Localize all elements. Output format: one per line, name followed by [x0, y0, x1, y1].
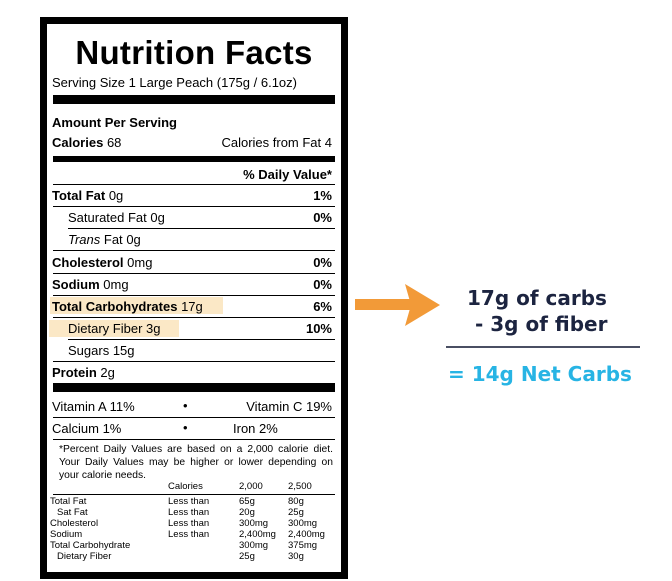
table-row-label: Total Fat	[50, 496, 87, 507]
table-row-qualifier: Less than	[168, 518, 210, 529]
nutrient-name: Total Carbohydrates	[52, 299, 178, 314]
nutrient-row-total-fat: Total Fat 0g	[52, 188, 123, 203]
fiber-highlight	[49, 320, 179, 337]
nutrient-row-saturated-fat: Saturated Fat 0g	[68, 210, 165, 225]
row-divider	[53, 361, 335, 362]
vitamin-c: Vitamin C 19%	[246, 399, 332, 414]
row-divider	[53, 184, 335, 185]
carbs-highlight	[50, 297, 223, 314]
calcium: Calcium 1%	[52, 421, 122, 436]
calculation-divider	[446, 346, 640, 348]
table-row-2000: 300mg	[239, 540, 269, 551]
table-row-label: Sodium	[50, 529, 83, 540]
nutrient-name: Trans	[68, 232, 101, 247]
table-row-qualifier: Less than	[168, 529, 210, 540]
nutrient-name: Saturated Fat	[68, 210, 147, 225]
fiber-line: - 3g of fiber	[475, 312, 608, 336]
medium-divider	[53, 156, 335, 162]
table-header-calories: Calories	[168, 481, 203, 492]
calories-from-fat: Calories from Fat 4	[221, 135, 332, 150]
row-divider	[53, 317, 335, 318]
nutrient-row-total-carbohydrates: Total Carbohydrates 17g	[52, 299, 203, 314]
nutrient-dv: 0%	[313, 255, 332, 270]
daily-value-footnote: *Percent Daily Values are based on a 2,0…	[59, 444, 333, 481]
nutrient-name: Cholesterol	[52, 255, 124, 270]
table-header-2000: 2,000	[239, 481, 263, 492]
daily-value-header: % Daily Value*	[243, 167, 332, 182]
table-row-2000: 25g	[239, 551, 255, 562]
nutrient-amount: 0mg	[127, 255, 153, 270]
calories-value: 68	[106, 135, 122, 150]
thick-divider	[53, 95, 335, 104]
nutrient-dv: 1%	[313, 188, 332, 203]
thick-divider	[53, 383, 335, 392]
table-row-label: Sat Fat	[57, 507, 88, 518]
label-panel: Nutrition Facts Serving Size 1 Large Pea…	[47, 24, 341, 572]
nutrition-facts-label: Nutrition Facts Serving Size 1 Large Pea…	[40, 17, 348, 579]
nutrient-dv: 0%	[313, 210, 332, 225]
nutrient-row-dietary-fiber: Dietary Fiber 3g	[68, 321, 161, 336]
nutrient-name: Protein	[52, 365, 97, 380]
nutrient-dv: 0%	[313, 277, 332, 292]
carbs-line: 17g of carbs	[467, 286, 607, 310]
amount-per-serving: Amount Per Serving	[52, 115, 177, 130]
table-row-2500: 2,400mg	[288, 529, 325, 540]
nutrient-row-cholesterol: Cholesterol 0mg	[52, 255, 152, 270]
nutrient-row-sugars: Sugars 15g	[68, 343, 135, 358]
nutrient-amount: 0mg	[103, 277, 129, 292]
iron: Iron 2%	[233, 421, 278, 436]
table-header-2500: 2,500	[288, 481, 312, 492]
table-row-2500: 25g	[288, 507, 304, 518]
nutrient-name: Total Fat	[52, 188, 106, 203]
table-row-2000: 300mg	[239, 518, 269, 529]
calories-label: Calories	[52, 135, 104, 150]
nutrient-row-sodium: Sodium 0mg	[52, 277, 129, 292]
net-carbs-result: = 14g Net Carbs	[448, 362, 632, 386]
table-row-label: Dietary Fiber	[57, 551, 112, 562]
nutrient-amount: 2g	[100, 365, 115, 380]
table-row-2000: 20g	[239, 507, 255, 518]
label-title: Nutrition Facts	[75, 34, 313, 71]
nutrient-amount: 17g	[181, 299, 203, 314]
table-row-2000: 2,400mg	[239, 529, 276, 540]
table-row-2500: 375mg	[288, 540, 318, 551]
calories-row: Calories 68	[52, 135, 121, 150]
nutrient-name: Sugars	[68, 343, 110, 358]
bullet-separator: •	[183, 398, 188, 413]
nutrient-dv: 6%	[313, 299, 332, 314]
table-row-qualifier: Less than	[168, 507, 210, 518]
row-divider	[53, 250, 335, 251]
nutrient-name: Sodium	[52, 277, 100, 292]
row-divider	[53, 295, 335, 296]
nutrient-amount: 0g	[108, 188, 124, 203]
row-divider	[53, 273, 335, 274]
table-divider	[53, 494, 335, 495]
arrow-right-icon	[355, 284, 440, 326]
nutrient-amount: 0g	[150, 210, 165, 225]
table-row-2500: 30g	[288, 551, 304, 562]
nutrient-amount: 15g	[112, 343, 135, 358]
table-row-label: Cholesterol	[50, 518, 99, 529]
row-divider	[68, 339, 335, 340]
row-divider	[68, 228, 335, 229]
bullet-separator: •	[183, 420, 188, 435]
table-row-2500: 80g	[288, 496, 304, 507]
table-row-label: Total Carbohydrate	[50, 540, 131, 551]
nutrient-row-trans-fat: Trans Fat 0g	[68, 232, 141, 247]
nutrient-name: Dietary Fiber	[68, 321, 143, 336]
serving-size: Serving Size 1 Large Peach (175g / 6.1oz…	[52, 75, 297, 90]
row-divider	[53, 417, 335, 418]
table-row-2500: 300mg	[288, 518, 318, 529]
table-row-qualifier: Less than	[168, 496, 210, 507]
nutrient-row-protein: Protein 2g	[52, 365, 115, 380]
nutrient-amount: 0g	[126, 232, 141, 247]
vitamin-a: Vitamin A 11%	[52, 399, 135, 414]
row-divider	[53, 439, 335, 440]
table-row-2000: 65g	[239, 496, 255, 507]
row-divider	[53, 206, 335, 207]
nutrient-dv: 10%	[305, 321, 332, 336]
nutrient-amount: 3g	[146, 321, 161, 336]
nutrient-name-rest: Fat	[103, 232, 123, 247]
